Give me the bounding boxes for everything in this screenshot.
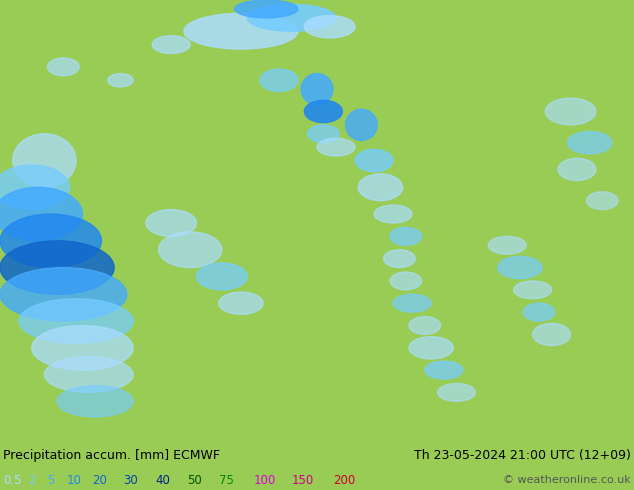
Ellipse shape: [235, 0, 298, 18]
Ellipse shape: [488, 236, 526, 254]
Ellipse shape: [197, 263, 247, 290]
Ellipse shape: [108, 74, 133, 87]
Ellipse shape: [437, 384, 476, 401]
Ellipse shape: [219, 292, 263, 315]
Ellipse shape: [558, 158, 596, 181]
Ellipse shape: [158, 232, 222, 268]
Text: 50: 50: [187, 474, 202, 487]
Ellipse shape: [384, 250, 415, 268]
Ellipse shape: [317, 138, 355, 156]
Text: 75: 75: [219, 474, 233, 487]
Ellipse shape: [533, 323, 571, 345]
Text: 20: 20: [92, 474, 107, 487]
Ellipse shape: [19, 299, 133, 343]
Ellipse shape: [409, 337, 453, 359]
Ellipse shape: [57, 386, 133, 417]
Ellipse shape: [346, 109, 377, 141]
Ellipse shape: [567, 131, 612, 154]
Ellipse shape: [146, 210, 197, 236]
Ellipse shape: [0, 165, 70, 210]
Text: 200: 200: [333, 474, 355, 487]
Text: Precipitation accum. [mm] ECMWF: Precipitation accum. [mm] ECMWF: [3, 449, 220, 462]
Ellipse shape: [307, 125, 339, 143]
Ellipse shape: [301, 74, 333, 105]
Ellipse shape: [374, 205, 412, 223]
Text: 30: 30: [124, 474, 138, 487]
Ellipse shape: [247, 4, 336, 31]
Ellipse shape: [355, 149, 393, 171]
Text: 100: 100: [254, 474, 276, 487]
Text: © weatheronline.co.uk: © weatheronline.co.uk: [503, 475, 631, 485]
Ellipse shape: [44, 357, 133, 392]
Ellipse shape: [0, 268, 127, 321]
Ellipse shape: [32, 325, 133, 370]
Text: 10: 10: [67, 474, 81, 487]
Ellipse shape: [0, 241, 114, 294]
Ellipse shape: [0, 187, 82, 241]
Ellipse shape: [304, 16, 355, 38]
Ellipse shape: [393, 294, 431, 312]
Ellipse shape: [260, 69, 298, 92]
Ellipse shape: [152, 36, 190, 53]
Text: Th 23-05-2024 21:00 UTC (12+09): Th 23-05-2024 21:00 UTC (12+09): [414, 449, 631, 462]
Ellipse shape: [390, 227, 422, 245]
Text: 150: 150: [292, 474, 314, 487]
Ellipse shape: [390, 272, 422, 290]
Ellipse shape: [523, 303, 555, 321]
Ellipse shape: [0, 214, 101, 268]
Text: 5: 5: [48, 474, 55, 487]
Ellipse shape: [409, 317, 441, 334]
Ellipse shape: [498, 256, 542, 279]
Text: 2: 2: [29, 474, 36, 487]
Ellipse shape: [425, 361, 463, 379]
Text: 0.5: 0.5: [3, 474, 22, 487]
Ellipse shape: [13, 134, 76, 187]
Text: 40: 40: [155, 474, 170, 487]
Ellipse shape: [48, 58, 79, 76]
Ellipse shape: [358, 174, 403, 201]
Ellipse shape: [304, 100, 342, 122]
Ellipse shape: [514, 281, 552, 299]
Ellipse shape: [586, 192, 618, 210]
Ellipse shape: [184, 13, 298, 49]
Ellipse shape: [545, 98, 596, 125]
